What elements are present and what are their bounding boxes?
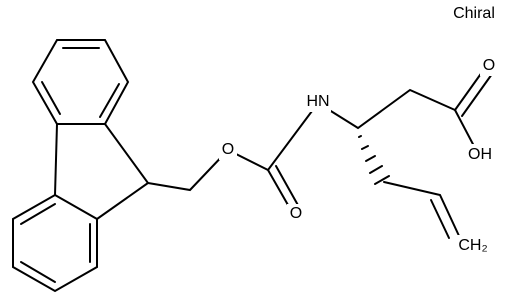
label-background — [219, 140, 237, 160]
bond — [54, 123, 58, 196]
atom-label: HN — [306, 93, 329, 110]
bond-part — [369, 165, 383, 174]
label-background — [466, 144, 494, 164]
double-bond — [20, 203, 56, 225]
double-bond — [20, 261, 56, 283]
double-bond — [41, 81, 61, 115]
atom-label: O — [222, 141, 234, 158]
atom-label: O — [483, 57, 495, 74]
double-bond — [275, 165, 300, 208]
bond — [96, 123, 150, 220]
atom-labels: O O HN O OH CH₂ — [219, 56, 498, 257]
atom-label: O — [290, 205, 302, 222]
label-background — [480, 56, 498, 76]
bond — [383, 181, 461, 239]
label-background — [452, 235, 492, 257]
label-background — [287, 204, 305, 224]
bond — [317, 88, 456, 130]
atom-label: CH₂ — [458, 237, 487, 254]
ring — [12, 193, 98, 293]
bonds — [12, 39, 493, 293]
atom-label: OH — [468, 146, 492, 163]
bond-part — [365, 155, 376, 162]
double-bond — [461, 73, 493, 117]
bond-part — [374, 175, 390, 185]
bond — [454, 109, 476, 149]
bond-part — [358, 135, 362, 138]
chiral-label: Chiral — [453, 5, 495, 22]
label-background — [305, 92, 331, 112]
bond-part — [361, 145, 369, 150]
double-bond — [430, 199, 450, 239]
hash-bond — [358, 135, 390, 185]
ring — [31, 39, 130, 125]
double-bond — [99, 83, 120, 118]
